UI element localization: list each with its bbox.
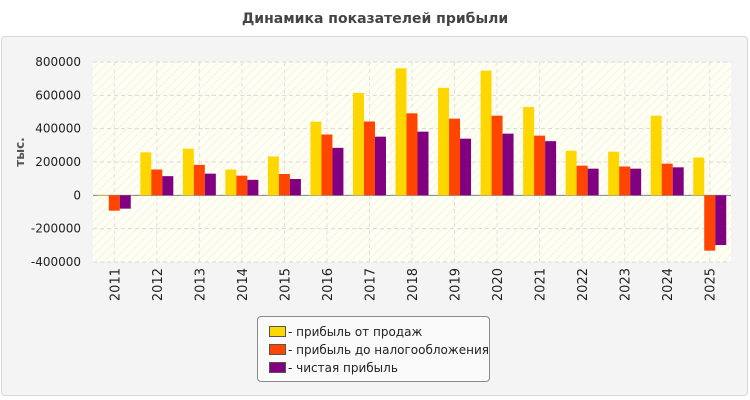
bar-2017-s0 xyxy=(352,92,364,196)
legend-item-pretax-profit: - прибыль до налогообложения xyxy=(269,343,489,359)
bar-2023-s0 xyxy=(608,151,620,196)
y-tick-label: 200000 xyxy=(35,155,81,169)
bar-2022-s0 xyxy=(565,150,577,196)
bar-2025-s1 xyxy=(704,195,716,251)
bar-2024-s2 xyxy=(672,167,684,196)
bar-2015-s0 xyxy=(267,156,279,196)
bar-2014-s2 xyxy=(247,179,259,196)
x-tick-label: 2024 xyxy=(661,268,676,301)
bar-2023-s2 xyxy=(630,168,642,196)
bar-2021-s1 xyxy=(534,135,546,196)
x-tick-label: 2019 xyxy=(449,268,464,301)
chart-legend: - прибыль от продаж - прибыль до налогоо… xyxy=(257,316,490,382)
x-tick-label: 2017 xyxy=(363,268,378,301)
bar-2018-s2 xyxy=(417,131,429,196)
bar-2023-s1 xyxy=(619,166,631,196)
bar-2021-s0 xyxy=(523,107,535,196)
bar-2016-s2 xyxy=(332,147,344,196)
y-tick-label: 800000 xyxy=(35,55,81,69)
x-tick-label: 2015 xyxy=(278,268,293,301)
bar-2025-s2 xyxy=(715,195,727,245)
bar-2020-s2 xyxy=(502,133,514,196)
bar-2021-s2 xyxy=(545,141,557,196)
bar-2017-s1 xyxy=(363,121,375,196)
x-tick-label: 2023 xyxy=(619,268,634,301)
legend-swatch xyxy=(269,362,286,373)
x-tick-label: 2011 xyxy=(108,268,123,301)
y-tick-label: 0 xyxy=(73,188,81,202)
legend-label: - чистая прибыль xyxy=(288,361,398,375)
bar-2024-s0 xyxy=(650,115,662,196)
bar-2013-s0 xyxy=(182,148,194,196)
x-tick-label: 2013 xyxy=(193,268,208,301)
bar-2024-s1 xyxy=(661,163,673,196)
bar-2014-s0 xyxy=(225,169,237,196)
bar-2018-s0 xyxy=(395,68,407,196)
bar-2020-s1 xyxy=(491,115,503,196)
bar-2012-s1 xyxy=(151,169,163,196)
bar-2025-s0 xyxy=(693,157,705,196)
bar-2013-s2 xyxy=(204,173,216,196)
bar-2012-s0 xyxy=(140,152,152,196)
bar-2019-s0 xyxy=(438,87,450,196)
x-tick-label: 2022 xyxy=(576,268,591,301)
y-tick-label: -400000 xyxy=(31,255,81,269)
chart-title: Динамика показателей прибыли xyxy=(241,11,509,27)
bar-2011-s1 xyxy=(108,195,120,211)
x-tick-label: 2014 xyxy=(236,268,251,301)
bar-2020-s0 xyxy=(480,70,492,196)
bar-2014-s1 xyxy=(236,175,248,196)
bar-2013-s1 xyxy=(193,164,205,196)
x-tick-label: 2016 xyxy=(321,268,336,301)
bar-2016-s0 xyxy=(310,121,322,196)
bar-2017-s2 xyxy=(374,136,386,196)
y-tick-label: -200000 xyxy=(31,222,81,236)
legend-swatch xyxy=(269,344,286,355)
bar-2019-s1 xyxy=(449,118,461,196)
y-axis-label: тыс. xyxy=(13,137,27,166)
legend-label: - прибыль до налогообложения xyxy=(288,343,489,357)
legend-item-net-profit: - чистая прибыль xyxy=(269,361,398,377)
y-tick-label: 400000 xyxy=(35,122,81,136)
x-tick-label: 2025 xyxy=(704,268,719,301)
x-tick-label: 2018 xyxy=(406,268,421,301)
bar-2011-s2 xyxy=(119,195,131,209)
legend-swatch xyxy=(269,326,286,337)
bar-2011-s0 xyxy=(97,195,109,196)
bar-2016-s1 xyxy=(321,134,333,196)
bar-2018-s1 xyxy=(406,113,418,196)
bar-2015-s1 xyxy=(278,174,290,196)
legend-item-sales-profit: - прибыль от продаж xyxy=(269,325,422,341)
bar-2022-s2 xyxy=(587,168,599,196)
x-tick-label: 2012 xyxy=(151,268,166,301)
legend-label: - прибыль от продаж xyxy=(288,325,423,339)
bar-2019-s2 xyxy=(460,138,472,196)
bar-2022-s1 xyxy=(576,165,588,196)
y-tick-label: 600000 xyxy=(35,88,81,102)
x-tick-label: 2021 xyxy=(534,268,549,301)
x-tick-label: 2020 xyxy=(491,268,506,301)
bar-2012-s2 xyxy=(162,176,174,196)
bar-2015-s2 xyxy=(289,179,301,196)
